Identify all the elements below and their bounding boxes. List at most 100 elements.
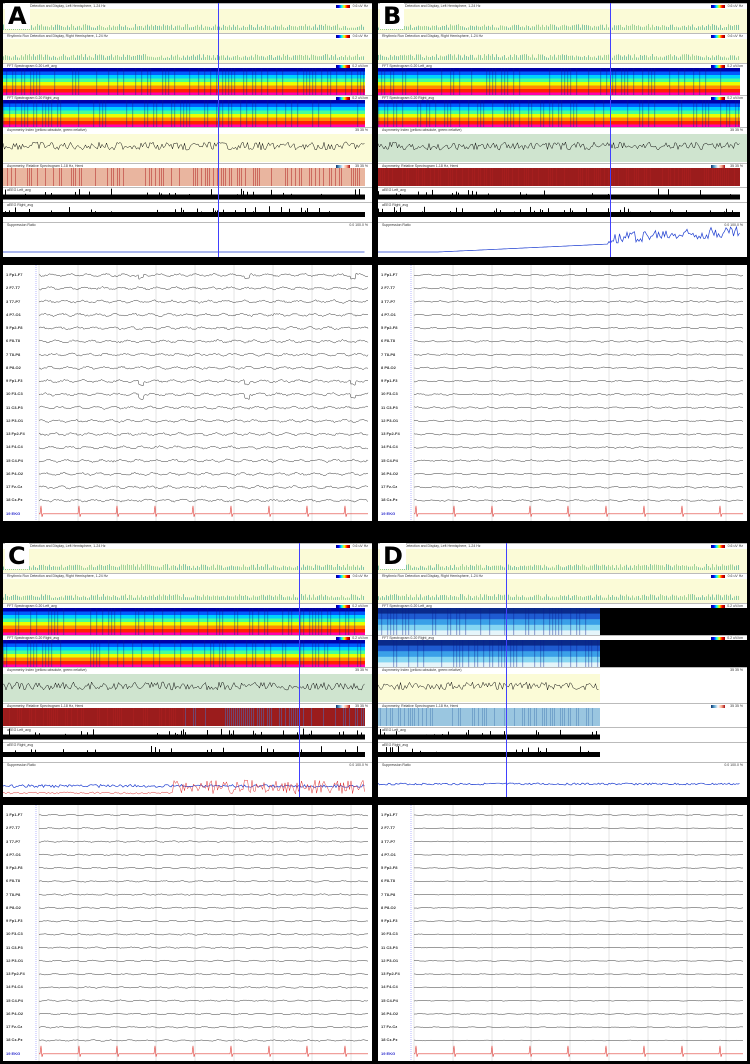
eeg-display: 1 Fp1-F7 2 F7-T7 3 T7-P7 4 P7-O1 5 Fp2-F8 6 F… xyxy=(3,805,372,1061)
channel-label: 18 Cz-Pz xyxy=(6,1037,23,1043)
trend-row-scale: 35 35 % xyxy=(355,128,368,132)
trend-plot xyxy=(3,728,365,740)
eeg-display: 1 Fp1-F7 2 F7-T7 3 T7-P7 4 P7-O1 5 Fp2-F8 6 F… xyxy=(378,805,747,1061)
eeg-trace xyxy=(38,933,369,936)
channel-label: 9 Fp1-F3 xyxy=(381,918,398,924)
eeg-trace xyxy=(414,1039,744,1042)
channel-label: 19 EKG xyxy=(6,1050,21,1056)
colorbar xyxy=(336,605,350,608)
trend-row-scale: 0.6 uV Hz xyxy=(352,4,368,8)
trend-row-title: Suppression Ratio xyxy=(382,223,411,227)
trend-row-scale: 0.6 uV Hz xyxy=(352,574,368,578)
panel-label: C xyxy=(5,543,29,569)
trend-plot xyxy=(3,608,365,636)
eeg-trace xyxy=(413,472,743,476)
trend-row-title: aEEG Right_avg xyxy=(7,743,34,747)
trend-plot xyxy=(3,100,365,128)
trend-row-title: aEEG Right_avg xyxy=(7,203,34,207)
trend-row-scale: 35 35 % xyxy=(730,704,743,708)
channel-label: 9 Fp1-F3 xyxy=(6,378,23,384)
trend-row-scale: 0.2 uV/cm xyxy=(352,64,368,68)
channel-label: 9 Fp1-F3 xyxy=(381,378,398,384)
eeg-trace xyxy=(413,353,744,356)
panel-label: A xyxy=(5,3,30,29)
eeg-display: 1 Fp1-F7 2 F7-T7 3 T7-P7 4 P7-O1 5 Fp2-F8 6 F… xyxy=(378,265,747,521)
channel-label: 4 P7-O1 xyxy=(381,851,396,857)
channel-label: 2 F7-T7 xyxy=(381,285,396,291)
trend-row-title: Suppression Ratio xyxy=(7,763,36,767)
eeg-trace xyxy=(413,287,743,290)
channel-label: 11 C3-P3 xyxy=(6,404,23,410)
eeg-trace xyxy=(39,1045,368,1057)
time-cursor[interactable] xyxy=(299,543,300,797)
trend-row-rhythm: Rhythmic Run Detection and Display, Righ… xyxy=(3,573,372,604)
channel-label: 14 F4-C4 xyxy=(381,444,398,450)
channel-label: 11 C3-P3 xyxy=(381,404,398,410)
channel-label: 10 F3-C3 xyxy=(6,931,23,937)
trend-plot xyxy=(3,640,365,668)
trend-row-fft: FFT Spectrogram 0-20 Right_avg 0.2 uV/cm xyxy=(378,95,747,128)
eeg-trace xyxy=(38,379,369,387)
channel-label: 4 P7-O1 xyxy=(6,851,21,857)
eeg-trace xyxy=(413,973,744,975)
eeg-trace xyxy=(413,366,744,370)
eeg-trace xyxy=(413,867,743,869)
eeg-trace xyxy=(38,272,369,280)
trend-row-title: Asymmetry Index (yellow=absolute, green=… xyxy=(7,668,87,672)
eeg-trace xyxy=(38,405,369,410)
channel-label: 4 P7-O1 xyxy=(381,311,396,317)
trend-row-title: FFT Spectrogram 0-20 Right_avg xyxy=(382,636,435,640)
channel-label: 7 T8-P8 xyxy=(381,351,396,357)
trend-row-title: aEEG Right_avg xyxy=(382,203,409,207)
eeg-trace xyxy=(414,406,744,409)
trend-row-title: Rhythmic Run Detection and Display, Left… xyxy=(7,544,106,548)
trend-row-scale: 0.2 uV/cm xyxy=(352,96,368,100)
channel-label: 15 C4-P4 xyxy=(381,457,398,463)
trend-plot xyxy=(3,134,372,162)
channel-label: 8 P8-O2 xyxy=(6,364,21,370)
panel-label: B xyxy=(380,3,405,29)
trend-row-title: FFT Spectrogram 0-20 Left_avg xyxy=(382,604,432,608)
time-cursor[interactable] xyxy=(610,3,611,257)
trend-plot xyxy=(3,708,365,726)
channel-label: 5 Fp2-F8 xyxy=(6,865,23,871)
colorbar xyxy=(336,637,350,640)
trend-row-title: Asymmetry, Relative Spectrogram 1-18 Hz,… xyxy=(7,704,84,708)
eeg-trace xyxy=(38,365,369,370)
trend-plot xyxy=(378,225,740,253)
colorbar xyxy=(336,575,350,578)
trend-row-scale: 35 35 % xyxy=(730,128,743,132)
channel-label: 3 T7-P7 xyxy=(381,298,396,304)
eeg-trace xyxy=(38,973,369,976)
trend-plot xyxy=(3,674,372,702)
eeg-trace xyxy=(413,340,744,343)
channel-label: 3 T7-P7 xyxy=(381,838,396,844)
colorbar xyxy=(711,35,725,38)
trend-plot xyxy=(378,9,747,34)
panel-b: B Rhythmic Run Detection and Display, Le… xyxy=(378,3,747,521)
colorbar xyxy=(336,97,350,100)
trend-plot xyxy=(378,579,747,604)
colorbar xyxy=(711,97,725,100)
eeg-trace xyxy=(414,505,743,517)
trend-row-title: FFT Spectrogram 0-20 Right_avg xyxy=(7,96,60,100)
trend-plot xyxy=(3,549,372,574)
trend-plot xyxy=(378,729,600,740)
time-cursor[interactable] xyxy=(506,543,507,797)
channel-label: 15 C4-P4 xyxy=(6,457,23,463)
trend-plot xyxy=(3,251,365,253)
eeg-trace xyxy=(413,300,744,303)
trend-row-scale: 35 35 % xyxy=(355,164,368,168)
channel-label: 13 Fp2-F4 xyxy=(6,431,25,437)
trend-row-aeeg: aEEG Right_avg xyxy=(378,202,747,223)
colorbar xyxy=(711,545,725,548)
trend-row-rhythm: Rhythmic Run Detection and Display, Righ… xyxy=(378,33,747,64)
trend-row-title: Rhythmic Run Detection and Display, Righ… xyxy=(7,34,108,38)
time-cursor[interactable] xyxy=(218,3,219,257)
eeg-traces xyxy=(410,265,744,521)
trend-row-aeeg: aEEG Left_avg xyxy=(378,727,747,743)
colorbar xyxy=(336,545,350,548)
eeg-trace xyxy=(38,392,369,401)
eeg-trace xyxy=(38,999,369,1002)
channel-label: 16 P4-O2 xyxy=(6,470,24,476)
